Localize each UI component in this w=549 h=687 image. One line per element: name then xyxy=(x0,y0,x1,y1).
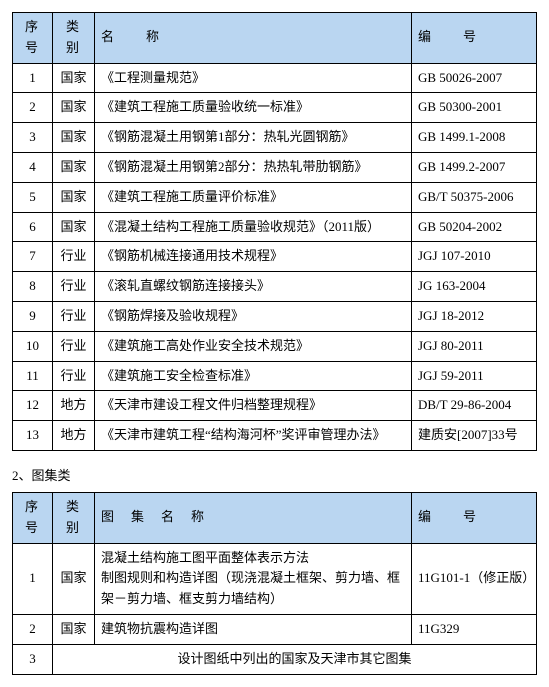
table-row: 7行业《钢筋机械连接通用技术规程》JGJ 107-2010 xyxy=(13,242,537,272)
cell-seq: 9 xyxy=(13,301,53,331)
cell-code: 11G329 xyxy=(412,614,537,644)
cell-cat: 国家 xyxy=(53,543,95,614)
cell-seq: 2 xyxy=(13,614,53,644)
cell-cat: 国家 xyxy=(53,614,95,644)
table-row: 4国家《钢筋混凝土用钢第2部分：热热轧带肋钢筋》GB 1499.2-2007 xyxy=(13,152,537,182)
cell-name: 《天津市建设工程文件归档整理规程》 xyxy=(95,391,412,421)
cell-seq: 13 xyxy=(13,421,53,451)
cell-cat: 国家 xyxy=(53,93,95,123)
atlas-table: 序号 类别 图 集 名 称 编 号 1国家混凝土结构施工图平面整体表示方法 制图… xyxy=(12,492,537,675)
cell-seq: 3 xyxy=(13,123,53,153)
cell-name: 混凝土结构施工图平面整体表示方法 制图规则和构造详图（现浇混凝土框架、剪力墙、框… xyxy=(95,543,412,614)
cell-name: 《混凝土结构工程施工质量验收规范》（2011版） xyxy=(95,212,412,242)
cell-seq: 3 xyxy=(13,644,53,674)
table-row: 9行业《钢筋焊接及验收规程》JGJ 18-2012 xyxy=(13,301,537,331)
cell-name: 《建筑工程施工质量验收统一标准》 xyxy=(95,93,412,123)
cell-seq: 1 xyxy=(13,543,53,614)
cell-code: JGJ 59-2011 xyxy=(412,361,537,391)
cell-seq: 1 xyxy=(13,63,53,93)
table-row: 2国家建筑物抗震构造详图11G329 xyxy=(13,614,537,644)
table-row: 3国家《钢筋混凝土用钢第1部分：热轧光圆钢筋》GB 1499.1-2008 xyxy=(13,123,537,153)
header-code: 编 号 xyxy=(412,492,537,543)
cell-code: JG 163-2004 xyxy=(412,272,537,302)
cell-seq: 2 xyxy=(13,93,53,123)
header-code: 编 号 xyxy=(412,13,537,64)
cell-seq: 6 xyxy=(13,212,53,242)
cell-merged-text: 设计图纸中列出的国家及天津市其它图集 xyxy=(53,644,537,674)
cell-cat: 国家 xyxy=(53,123,95,153)
table-row: 5国家《建筑工程施工质量评价标准》GB/T 50375-2006 xyxy=(13,182,537,212)
header-seq: 序号 xyxy=(13,13,53,64)
table-row: 2国家《建筑工程施工质量验收统一标准》GB 50300-2001 xyxy=(13,93,537,123)
cell-seq: 11 xyxy=(13,361,53,391)
table-row: 1国家混凝土结构施工图平面整体表示方法 制图规则和构造详图（现浇混凝土框架、剪力… xyxy=(13,543,537,614)
cell-name: 《滚轧直螺纹钢筋连接接头》 xyxy=(95,272,412,302)
cell-seq: 8 xyxy=(13,272,53,302)
cell-seq: 5 xyxy=(13,182,53,212)
cell-code: JGJ 107-2010 xyxy=(412,242,537,272)
cell-cat: 国家 xyxy=(53,182,95,212)
cell-name: 《建筑施工安全检查标准》 xyxy=(95,361,412,391)
header-cat: 类别 xyxy=(53,13,95,64)
table-row: 11行业《建筑施工安全检查标准》JGJ 59-2011 xyxy=(13,361,537,391)
section-label: 2、图集类 xyxy=(12,465,537,484)
cell-cat: 国家 xyxy=(53,63,95,93)
cell-cat: 行业 xyxy=(53,331,95,361)
header-cat: 类别 xyxy=(53,492,95,543)
cell-cat: 国家 xyxy=(53,212,95,242)
cell-cat: 国家 xyxy=(53,152,95,182)
table-row: 1国家《工程测量规范》GB 50026-2007 xyxy=(13,63,537,93)
cell-seq: 12 xyxy=(13,391,53,421)
table-row: 12地方《天津市建设工程文件归档整理规程》DB/T 29-86-2004 xyxy=(13,391,537,421)
cell-name: 《建筑施工高处作业安全技术规范》 xyxy=(95,331,412,361)
table-header-row: 序号 类别 名 称 编 号 xyxy=(13,13,537,64)
cell-code: JGJ 18-2012 xyxy=(412,301,537,331)
cell-code: 11G101-1（修正版） xyxy=(412,543,537,614)
cell-name: 《钢筋机械连接通用技术规程》 xyxy=(95,242,412,272)
cell-code: GB 50026-2007 xyxy=(412,63,537,93)
cell-name: 《钢筋焊接及验收规程》 xyxy=(95,301,412,331)
cell-code: JGJ 80-2011 xyxy=(412,331,537,361)
cell-cat: 地方 xyxy=(53,421,95,451)
cell-code: GB 1499.1-2008 xyxy=(412,123,537,153)
cell-name: 《天津市建筑工程“结构海河杯”奖评审管理办法》 xyxy=(95,421,412,451)
table-row: 8行业《滚轧直螺纹钢筋连接接头》JG 163-2004 xyxy=(13,272,537,302)
header-name: 图 集 名 称 xyxy=(95,492,412,543)
cell-cat: 行业 xyxy=(53,301,95,331)
cell-cat: 地方 xyxy=(53,391,95,421)
cell-name: 建筑物抗震构造详图 xyxy=(95,614,412,644)
cell-code: GB 50204-2002 xyxy=(412,212,537,242)
table-row: 10行业《建筑施工高处作业安全技术规范》JGJ 80-2011 xyxy=(13,331,537,361)
cell-cat: 行业 xyxy=(53,242,95,272)
cell-seq: 7 xyxy=(13,242,53,272)
cell-code: GB/T 50375-2006 xyxy=(412,182,537,212)
cell-name: 《钢筋混凝土用钢第1部分：热轧光圆钢筋》 xyxy=(95,123,412,153)
cell-seq: 4 xyxy=(13,152,53,182)
cell-cat: 行业 xyxy=(53,272,95,302)
table-row: 13地方《天津市建筑工程“结构海河杯”奖评审管理办法》建质安[2007]33号 xyxy=(13,421,537,451)
standards-table: 序号 类别 名 称 编 号 1国家《工程测量规范》GB 50026-20072国… xyxy=(12,12,537,451)
cell-cat: 行业 xyxy=(53,361,95,391)
cell-code: GB 50300-2001 xyxy=(412,93,537,123)
table-row: 6国家《混凝土结构工程施工质量验收规范》（2011版）GB 50204-2002 xyxy=(13,212,537,242)
cell-seq: 10 xyxy=(13,331,53,361)
cell-code: GB 1499.2-2007 xyxy=(412,152,537,182)
cell-code: 建质安[2007]33号 xyxy=(412,421,537,451)
header-name: 名 称 xyxy=(95,13,412,64)
cell-code: DB/T 29-86-2004 xyxy=(412,391,537,421)
table-header-row: 序号 类别 图 集 名 称 编 号 xyxy=(13,492,537,543)
cell-name: 《建筑工程施工质量评价标准》 xyxy=(95,182,412,212)
header-seq: 序号 xyxy=(13,492,53,543)
cell-name: 《钢筋混凝土用钢第2部分：热热轧带肋钢筋》 xyxy=(95,152,412,182)
table-row-merged: 3设计图纸中列出的国家及天津市其它图集 xyxy=(13,644,537,674)
cell-name: 《工程测量规范》 xyxy=(95,63,412,93)
